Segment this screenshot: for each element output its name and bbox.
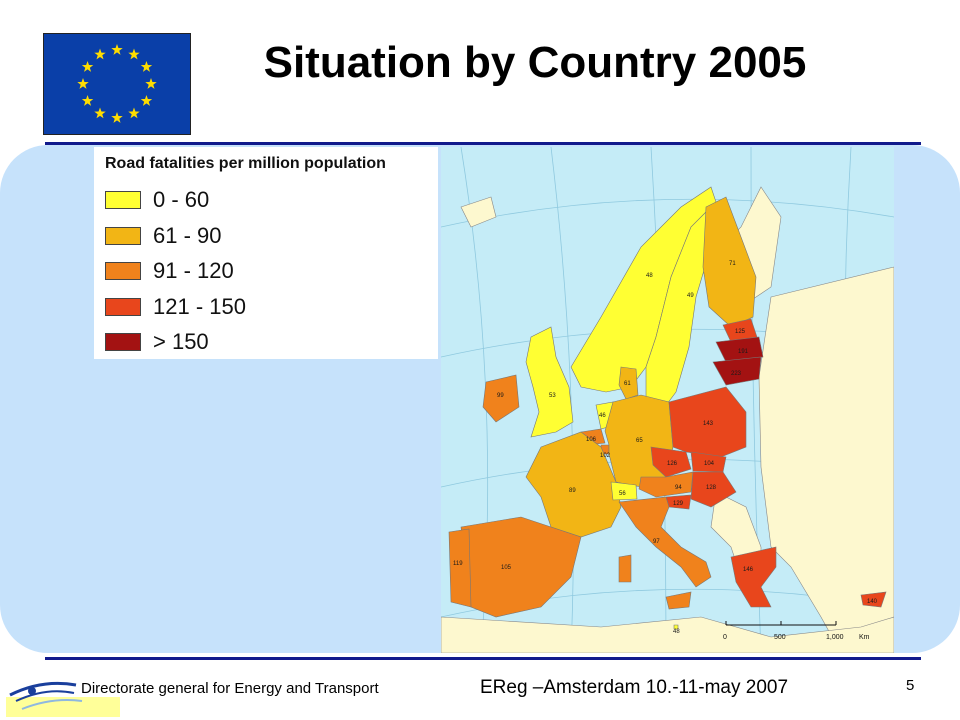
- country-italy: [618, 496, 712, 588]
- legend-swatch: [105, 227, 141, 245]
- top-divider: [45, 142, 921, 145]
- scale-unit: Km: [859, 634, 870, 641]
- value-luxembourg: 102: [600, 453, 611, 459]
- value-hungary: 128: [706, 485, 717, 491]
- eu-star-icon: [140, 61, 153, 72]
- eu-star-icon: [81, 95, 94, 106]
- value-cyprus: 140: [867, 599, 878, 605]
- country-france: [525, 431, 622, 538]
- value-greece: 146: [743, 567, 754, 573]
- legend-swatch: [105, 262, 141, 280]
- eu-star-icon: [94, 48, 106, 60]
- eastern-europe-land: [758, 266, 894, 653]
- page-number: 5: [906, 677, 915, 694]
- value-denmark: 61: [624, 381, 631, 387]
- country-switzerland: [610, 481, 638, 501]
- eu-star-icon: [128, 48, 140, 60]
- value-netherlands: 46: [599, 413, 606, 419]
- north-africa-land: [441, 616, 894, 653]
- value-estonia: 125: [735, 329, 746, 335]
- legend-label: > 150: [153, 329, 209, 354]
- country-sardinia: [618, 554, 632, 583]
- value-sweden: 49: [687, 293, 694, 299]
- footer-directorate: Directorate general for Energy and Trans…: [81, 680, 379, 697]
- graticule-line: [441, 198, 894, 228]
- legend-label: 61 - 90: [153, 223, 222, 248]
- value-slovakia: 104: [704, 461, 715, 467]
- country-finland: [702, 196, 757, 328]
- country-cyprus: [860, 591, 887, 608]
- value-finland: 71: [729, 261, 736, 267]
- value-ireland: 99: [497, 393, 504, 399]
- scale-tick-1000: 1,000: [826, 634, 844, 641]
- country-portugal: [448, 528, 472, 608]
- value-slovenia: 129: [673, 501, 684, 507]
- legend-item: 0 - 60: [105, 187, 210, 212]
- country-hungary: [690, 471, 737, 508]
- map-legend: Road fatalities per million population 0…: [94, 147, 438, 359]
- legend-item: 121 - 150: [105, 294, 246, 319]
- legend-swatch: [105, 191, 141, 209]
- value-lithuania: 223: [731, 371, 742, 377]
- country-austria: [638, 471, 694, 498]
- eu-star-icon: [77, 78, 89, 89]
- value-latvia: 191: [738, 349, 749, 355]
- dg-tren-logo-icon: [6, 681, 120, 717]
- value-united-kingdom: 53: [549, 393, 556, 399]
- value-belgium: 106: [586, 437, 597, 443]
- country-ireland: [482, 374, 520, 423]
- value-france: 89: [569, 488, 576, 494]
- legend-item: > 150: [105, 329, 209, 354]
- country-poland: [668, 386, 747, 458]
- eu-star-icon: [111, 112, 123, 123]
- country-sicily: [665, 591, 692, 610]
- value-czech: 126: [667, 461, 678, 467]
- country-czech: [650, 446, 692, 478]
- value-norway: 48: [646, 273, 653, 279]
- footer-event: EReg –Amsterdam 10.-11-may 2007: [480, 677, 789, 698]
- value-spain: 105: [501, 565, 512, 571]
- slide-title: Situation by Country 2005: [263, 38, 807, 87]
- country-united-kingdom: [525, 326, 574, 438]
- value-italy: 97: [653, 539, 660, 545]
- legend-item: 61 - 90: [105, 223, 222, 248]
- value-germany: 65: [636, 438, 643, 444]
- eu-flag-logo: [43, 33, 191, 135]
- country-greece: [730, 546, 777, 608]
- eu-star-icon: [111, 44, 123, 55]
- eu-countries: [448, 186, 887, 630]
- country-spain: [460, 516, 582, 618]
- value-malta: 48: [673, 629, 680, 635]
- legend-label: 91 - 120: [153, 258, 234, 283]
- eu-star-icon: [128, 107, 140, 119]
- legend-item: 91 - 120: [105, 258, 234, 283]
- legend-swatch: [105, 298, 141, 316]
- value-portugal: 119: [453, 561, 463, 567]
- graticule-line: [550, 147, 574, 653]
- legend-swatch: [105, 333, 141, 351]
- value-austria: 94: [675, 485, 682, 491]
- country-malta: [673, 624, 679, 630]
- country-value-labels: 71 49 48 125 191 223 61 53 99 46 106 102…: [453, 261, 878, 635]
- eu-stars-icon: [77, 44, 157, 123]
- eu-star-icon: [140, 95, 153, 106]
- map-scale-bar: 0 500 1,000 Km: [723, 621, 870, 641]
- scale-tick-500: 500: [774, 634, 786, 641]
- iceland-land: [460, 196, 497, 228]
- scale-tick-0: 0: [723, 634, 727, 641]
- country-lithuania: [712, 356, 762, 386]
- europe-map: 71 49 48 125 191 223 61 53 99 46 106 102…: [441, 147, 894, 653]
- eu-star-icon: [94, 107, 106, 119]
- country-latvia: [715, 336, 764, 363]
- bottom-divider: [45, 657, 921, 660]
- value-poland: 143: [703, 421, 714, 427]
- legend-label: 121 - 150: [153, 294, 246, 319]
- legend-label: 0 - 60: [153, 187, 210, 212]
- eu-star-icon: [81, 61, 94, 72]
- value-switzerland: 56: [619, 491, 626, 497]
- eu-star-icon: [145, 78, 157, 89]
- non-eu-land: [441, 186, 894, 653]
- legend-title: Road fatalities per million population: [105, 155, 386, 172]
